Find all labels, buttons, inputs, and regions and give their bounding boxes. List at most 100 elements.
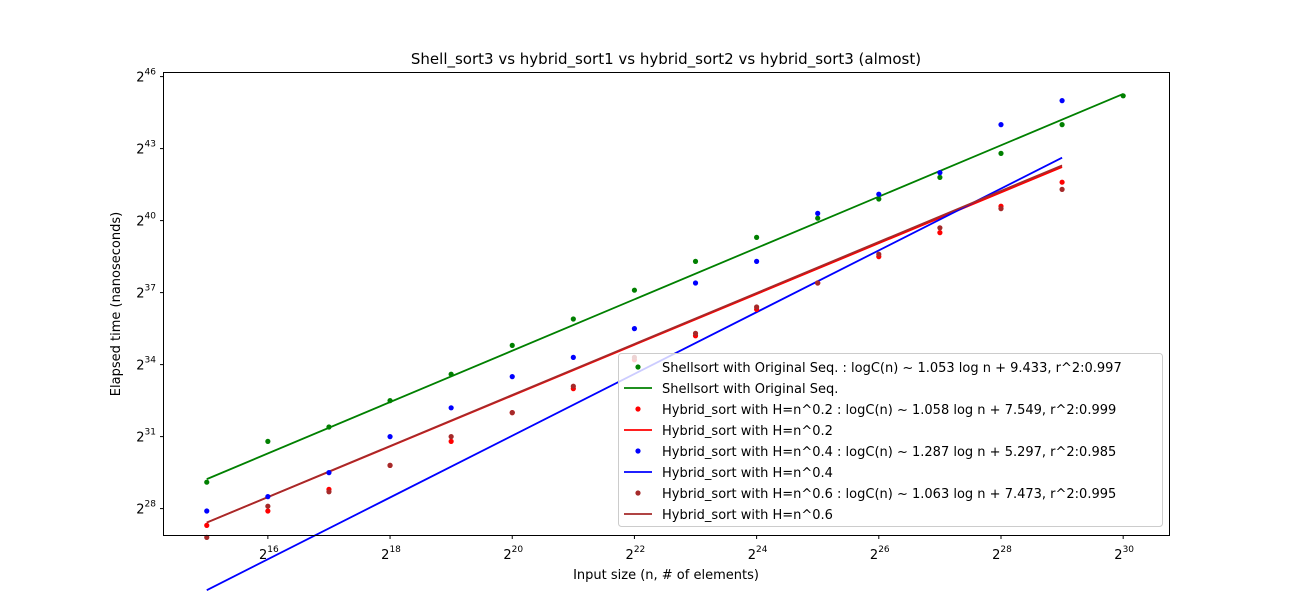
x-axis-label: Input size (n, # of elements): [573, 568, 759, 583]
data-point-6: [815, 280, 821, 286]
x-tick-label-base: 2: [503, 548, 511, 563]
x-tick-label: 224: [748, 545, 768, 563]
legend-label: Hybrid_sort with H=n^0.6 : logC(n) ~ 1.0…: [662, 487, 1116, 502]
x-tick-label-exp: 30: [1123, 545, 1135, 555]
data-point-4: [570, 354, 576, 360]
legend-point-swatch: [635, 406, 641, 412]
legend-point-swatch: [635, 448, 641, 454]
data-point-0: [937, 174, 943, 180]
data-point-4: [998, 122, 1004, 128]
data-point-4: [815, 210, 821, 216]
y-axis-label: Elapsed time (nanoseconds): [109, 212, 124, 396]
x-tick-label-base: 2: [1114, 548, 1122, 563]
x-tick-label: 220: [503, 545, 523, 563]
y-tick-label-exp: 37: [145, 284, 156, 294]
data-point-4: [876, 191, 882, 197]
x-tick-label-exp: 22: [634, 545, 645, 555]
legend: Shellsort with Original Seq. : logC(n) ~…: [618, 353, 1163, 527]
data-point-6: [448, 434, 454, 440]
data-point-0: [998, 150, 1004, 156]
y-tick-label-exp: 34: [145, 356, 157, 366]
legend-label: Shellsort with Original Seq.: [662, 382, 838, 397]
data-point-0: [631, 287, 638, 293]
data-point-0: [1059, 122, 1065, 128]
data-point-0: [509, 342, 515, 348]
data-point-4: [326, 470, 332, 476]
x-tick-label-base: 2: [748, 548, 756, 563]
data-point-4: [387, 434, 393, 440]
data-point-0: [448, 371, 454, 377]
data-point-6: [204, 534, 210, 541]
x-tick-label-base: 2: [626, 548, 634, 563]
legend-label: Hybrid_sort with H=n^0.4: [662, 466, 833, 481]
legend-label: Hybrid_sort with H=n^0.2 : logC(n) ~ 1.0…: [662, 403, 1116, 418]
x-tick-label-base: 2: [870, 548, 878, 563]
x-tick-label-exp: 18: [389, 545, 401, 555]
legend-label: Shellsort with Original Seq. : logC(n) ~…: [662, 361, 1122, 376]
data-point-6: [937, 225, 943, 231]
x-tick-label-exp: 24: [756, 545, 768, 555]
data-point-2: [937, 230, 943, 236]
y-tick-label-exp: 43: [145, 140, 156, 150]
data-point-0: [326, 424, 332, 430]
data-point-6: [509, 410, 515, 416]
data-point-0: [1120, 93, 1126, 99]
data-point-2: [204, 522, 210, 529]
x-tick-label-base: 2: [381, 548, 389, 563]
data-point-6: [1059, 186, 1065, 192]
data-point-4: [509, 374, 515, 380]
y-tick-label: 231: [136, 428, 156, 446]
x-axis: 216 218 220 222 224 226 228 230: [259, 535, 1134, 563]
y-tick-label-exp: 40: [145, 212, 157, 222]
legend-frame: [618, 353, 1163, 527]
data-point-6: [265, 503, 271, 509]
data-point-0: [204, 479, 210, 485]
x-tick-label: 218: [381, 545, 401, 563]
data-point-0: [815, 215, 821, 221]
x-tick-label: 216: [259, 545, 279, 563]
data-point-4: [204, 508, 210, 514]
y-tick-label-exp: 28: [145, 500, 157, 510]
y-tick-label-base: 2: [136, 71, 144, 86]
data-point-2: [1059, 179, 1065, 185]
x-tick-label: 228: [992, 545, 1012, 563]
data-point-0: [387, 398, 393, 404]
legend-label: Hybrid_sort with H=n^0.2: [662, 424, 833, 439]
y-tick-label: 228: [136, 500, 156, 518]
data-point-6: [754, 304, 760, 310]
y-tick-label-base: 2: [136, 143, 144, 158]
data-point-4: [692, 280, 699, 286]
y-tick-label: 237: [136, 284, 156, 302]
x-tick-label-exp: 16: [267, 545, 279, 555]
x-tick-label-base: 2: [992, 548, 1000, 563]
data-point-6: [876, 251, 882, 257]
y-tick-label: 243: [136, 140, 156, 158]
data-point-4: [1059, 98, 1065, 104]
x-tick-label-base: 2: [259, 548, 267, 563]
data-point-2: [448, 438, 454, 444]
x-tick-label: 222: [626, 545, 646, 563]
y-tick-label-base: 2: [136, 431, 144, 446]
data-point-4: [448, 405, 454, 411]
x-tick-label: 230: [1114, 545, 1134, 563]
data-point-0: [265, 438, 271, 444]
data-point-0: [876, 196, 882, 202]
x-tick-label: 226: [870, 545, 890, 563]
y-tick-label-base: 2: [136, 215, 144, 230]
y-tick-label: 240: [136, 212, 156, 230]
legend-point-swatch: [635, 490, 641, 496]
fit-line-7: [206, 164, 1063, 524]
plot-frame: [163, 72, 1170, 536]
data-point-0: [570, 316, 576, 322]
y-tick-label-exp: 31: [145, 428, 156, 438]
plot-points: [204, 93, 1126, 541]
data-point-2: [265, 508, 271, 514]
x-tick-label-exp: 20: [512, 545, 524, 555]
legend-label: Hybrid_sort with H=n^0.4 : logC(n) ~ 1.2…: [662, 445, 1116, 460]
fit-line-1: [206, 93, 1124, 480]
data-point-6: [570, 383, 576, 389]
data-point-0: [754, 234, 760, 240]
chart-title: Shell_sort3 vs hybrid_sort1 vs hybrid_so…: [411, 50, 921, 69]
